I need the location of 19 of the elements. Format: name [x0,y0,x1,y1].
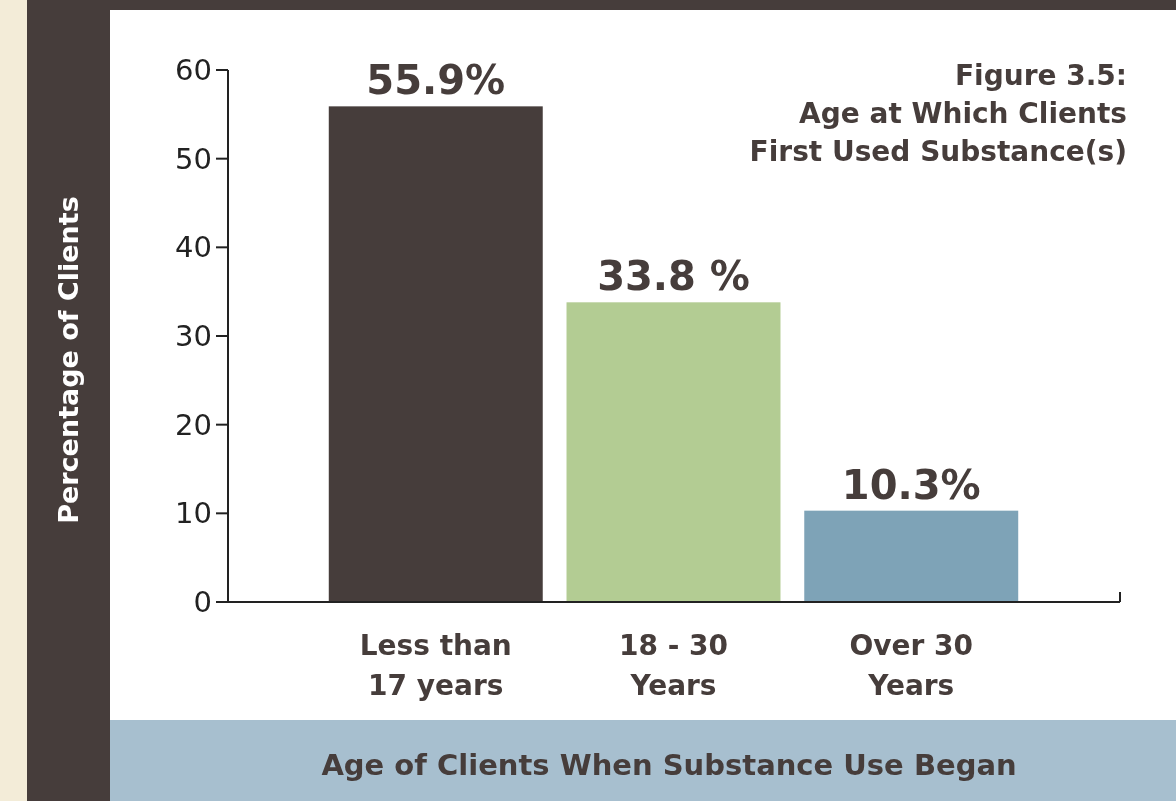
x-axis-title: Age of Clients When Substance Use Began [321,748,1017,782]
data-label: 55.9% [366,57,506,104]
data-label: 10.3% [841,461,981,508]
y-tick-label: 50 [175,141,212,176]
y-tick-label: 40 [175,230,212,265]
x-tick-label: Less than 17 years [359,629,512,702]
data-label: 33.8 % [597,253,750,300]
y-tick-label: 20 [175,407,212,442]
y-tick-label: 0 [193,585,212,620]
bar [328,106,543,602]
y-tick-label: 60 [175,53,212,88]
text: Figure 3.5: Age at Which Clients First Used Substance(s) [749,59,1127,168]
y-tick-label: 30 [175,319,212,354]
y-axis-title: Percentage of Clients [53,196,84,524]
x-tick-label: 18 - 30 Years [618,629,729,702]
x-tick-label: Over 30 Years [849,629,974,702]
bar [804,510,1019,602]
bar [566,302,781,602]
y-tick-label: 10 [175,496,212,531]
